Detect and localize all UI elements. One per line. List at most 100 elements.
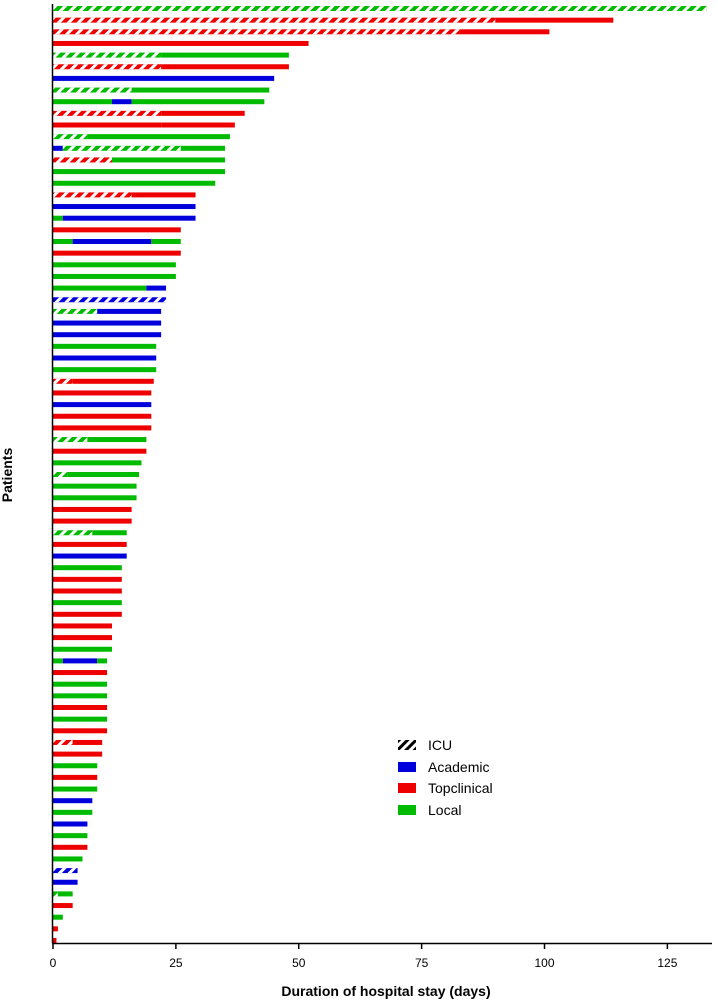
patient-bar [53,355,157,361]
icu-hatch-overlay [53,530,93,536]
legend-swatch-icu [398,740,416,750]
patient-bar [53,844,88,850]
patient-bar [53,273,176,279]
bar-segment-local [53,239,73,244]
patient-bar [53,215,196,221]
bar-segment-local [53,285,147,291]
bar-segment-academic [72,239,152,244]
patient-bar [53,122,235,128]
bar-segment-topclinical [53,250,181,256]
bar-segment-local [53,786,98,792]
patient-bar [53,635,112,641]
patient-bar [53,879,78,885]
patient-bar [53,670,108,676]
bar-segment-local [57,891,73,897]
bar-segment-academic [53,204,196,210]
icu-hatch-overlay [53,739,73,745]
legend-swatch-topclinical [398,783,416,793]
bar-segment-local [180,145,226,151]
legend-label-topclinical: Topclinical [428,780,493,796]
patient-bar [53,681,108,687]
bar-segment-local [53,914,63,920]
icu-hatch-overlay [53,17,496,23]
bar-segment-topclinical [72,378,154,384]
patient-bar [53,437,147,443]
x-tick-label: 50 [292,956,306,970]
bar-segment-local [53,483,137,489]
patient-bar [53,110,245,116]
bar-segment-topclinical [53,938,57,943]
bar-segment-academic [146,285,167,291]
icu-hatch-overlay [53,29,461,35]
bar-segment-topclinical [161,64,289,70]
bar-segment-topclinical [53,518,132,524]
bar-segment-local [87,437,147,443]
bar-segment-local [53,99,112,105]
patient-bar [53,402,152,408]
x-tick-label: 75 [415,956,429,970]
patient-bar [53,495,137,501]
icu-hatch-overlay [53,378,73,384]
bar-segment-topclinical [53,774,98,780]
x-axis-title: Duration of hospital stay (days) [281,983,490,999]
bar-segment-local [87,134,230,140]
icu-hatch-overlay [53,868,78,874]
bar-segment-topclinical [53,576,122,582]
patient-bar [53,227,181,233]
patient-bar [53,332,162,338]
patient-bar [53,99,265,105]
bar-segment-topclinical [53,926,58,932]
patient-bar [53,204,196,210]
patient-bar [53,518,132,524]
patient-bar [53,705,108,710]
patient-bar [53,390,152,396]
icu-hatch-overlay [53,472,68,477]
patient-bar [53,343,157,349]
bar-segment-topclinical [53,425,152,431]
patient-bar [53,134,230,140]
bar-segment-topclinical [460,29,550,35]
bar-segment-local [53,681,108,687]
bar-segment-local [67,472,140,477]
bar-segment-academic [53,553,127,559]
patient-bar [53,460,142,466]
bar-segment-local [53,658,63,664]
icu-hatch-overlay [53,192,132,198]
patient-bar [53,297,167,303]
patient-bar [53,169,226,175]
bar-segment-academic [53,879,78,885]
bar-segment-topclinical [53,588,122,594]
patient-bar [53,774,98,780]
bar-segment-local [111,157,226,163]
bar-segment-topclinical [53,705,108,710]
patient-bar [53,6,707,11]
patient-bar [53,413,152,419]
bar-segment-topclinical [161,122,235,128]
bar-segment-local [161,52,289,58]
legend-label-academic: Academic [428,759,489,775]
patient-bar [53,75,275,81]
bar-segment-academic [53,821,88,827]
patient-bar [53,763,98,769]
bar-segment-topclinical [53,903,73,909]
patient-bar [53,378,154,384]
x-tick-label: 100 [534,956,554,970]
legend-label-local: Local [428,802,461,818]
x-tick-label: 0 [50,956,57,970]
bar-segment-local [53,262,176,268]
patient-bar [53,926,58,932]
bar-segment-local [53,180,216,186]
patient-bar [53,751,103,757]
patient-bar [53,320,162,326]
bar-segment-academic [53,320,162,326]
bar-segment-local [53,833,88,839]
bar-segment-topclinical [53,413,152,419]
bar-segment-academic [53,402,152,408]
bar-segment-topclinical [53,448,147,454]
bar-segment-academic [53,355,157,361]
patient-bar [53,693,108,699]
bar-segment-topclinical [53,670,108,676]
legend-label-icu: ICU [428,737,452,753]
patient-bar [53,239,181,244]
bar-segment-topclinical [53,751,103,757]
